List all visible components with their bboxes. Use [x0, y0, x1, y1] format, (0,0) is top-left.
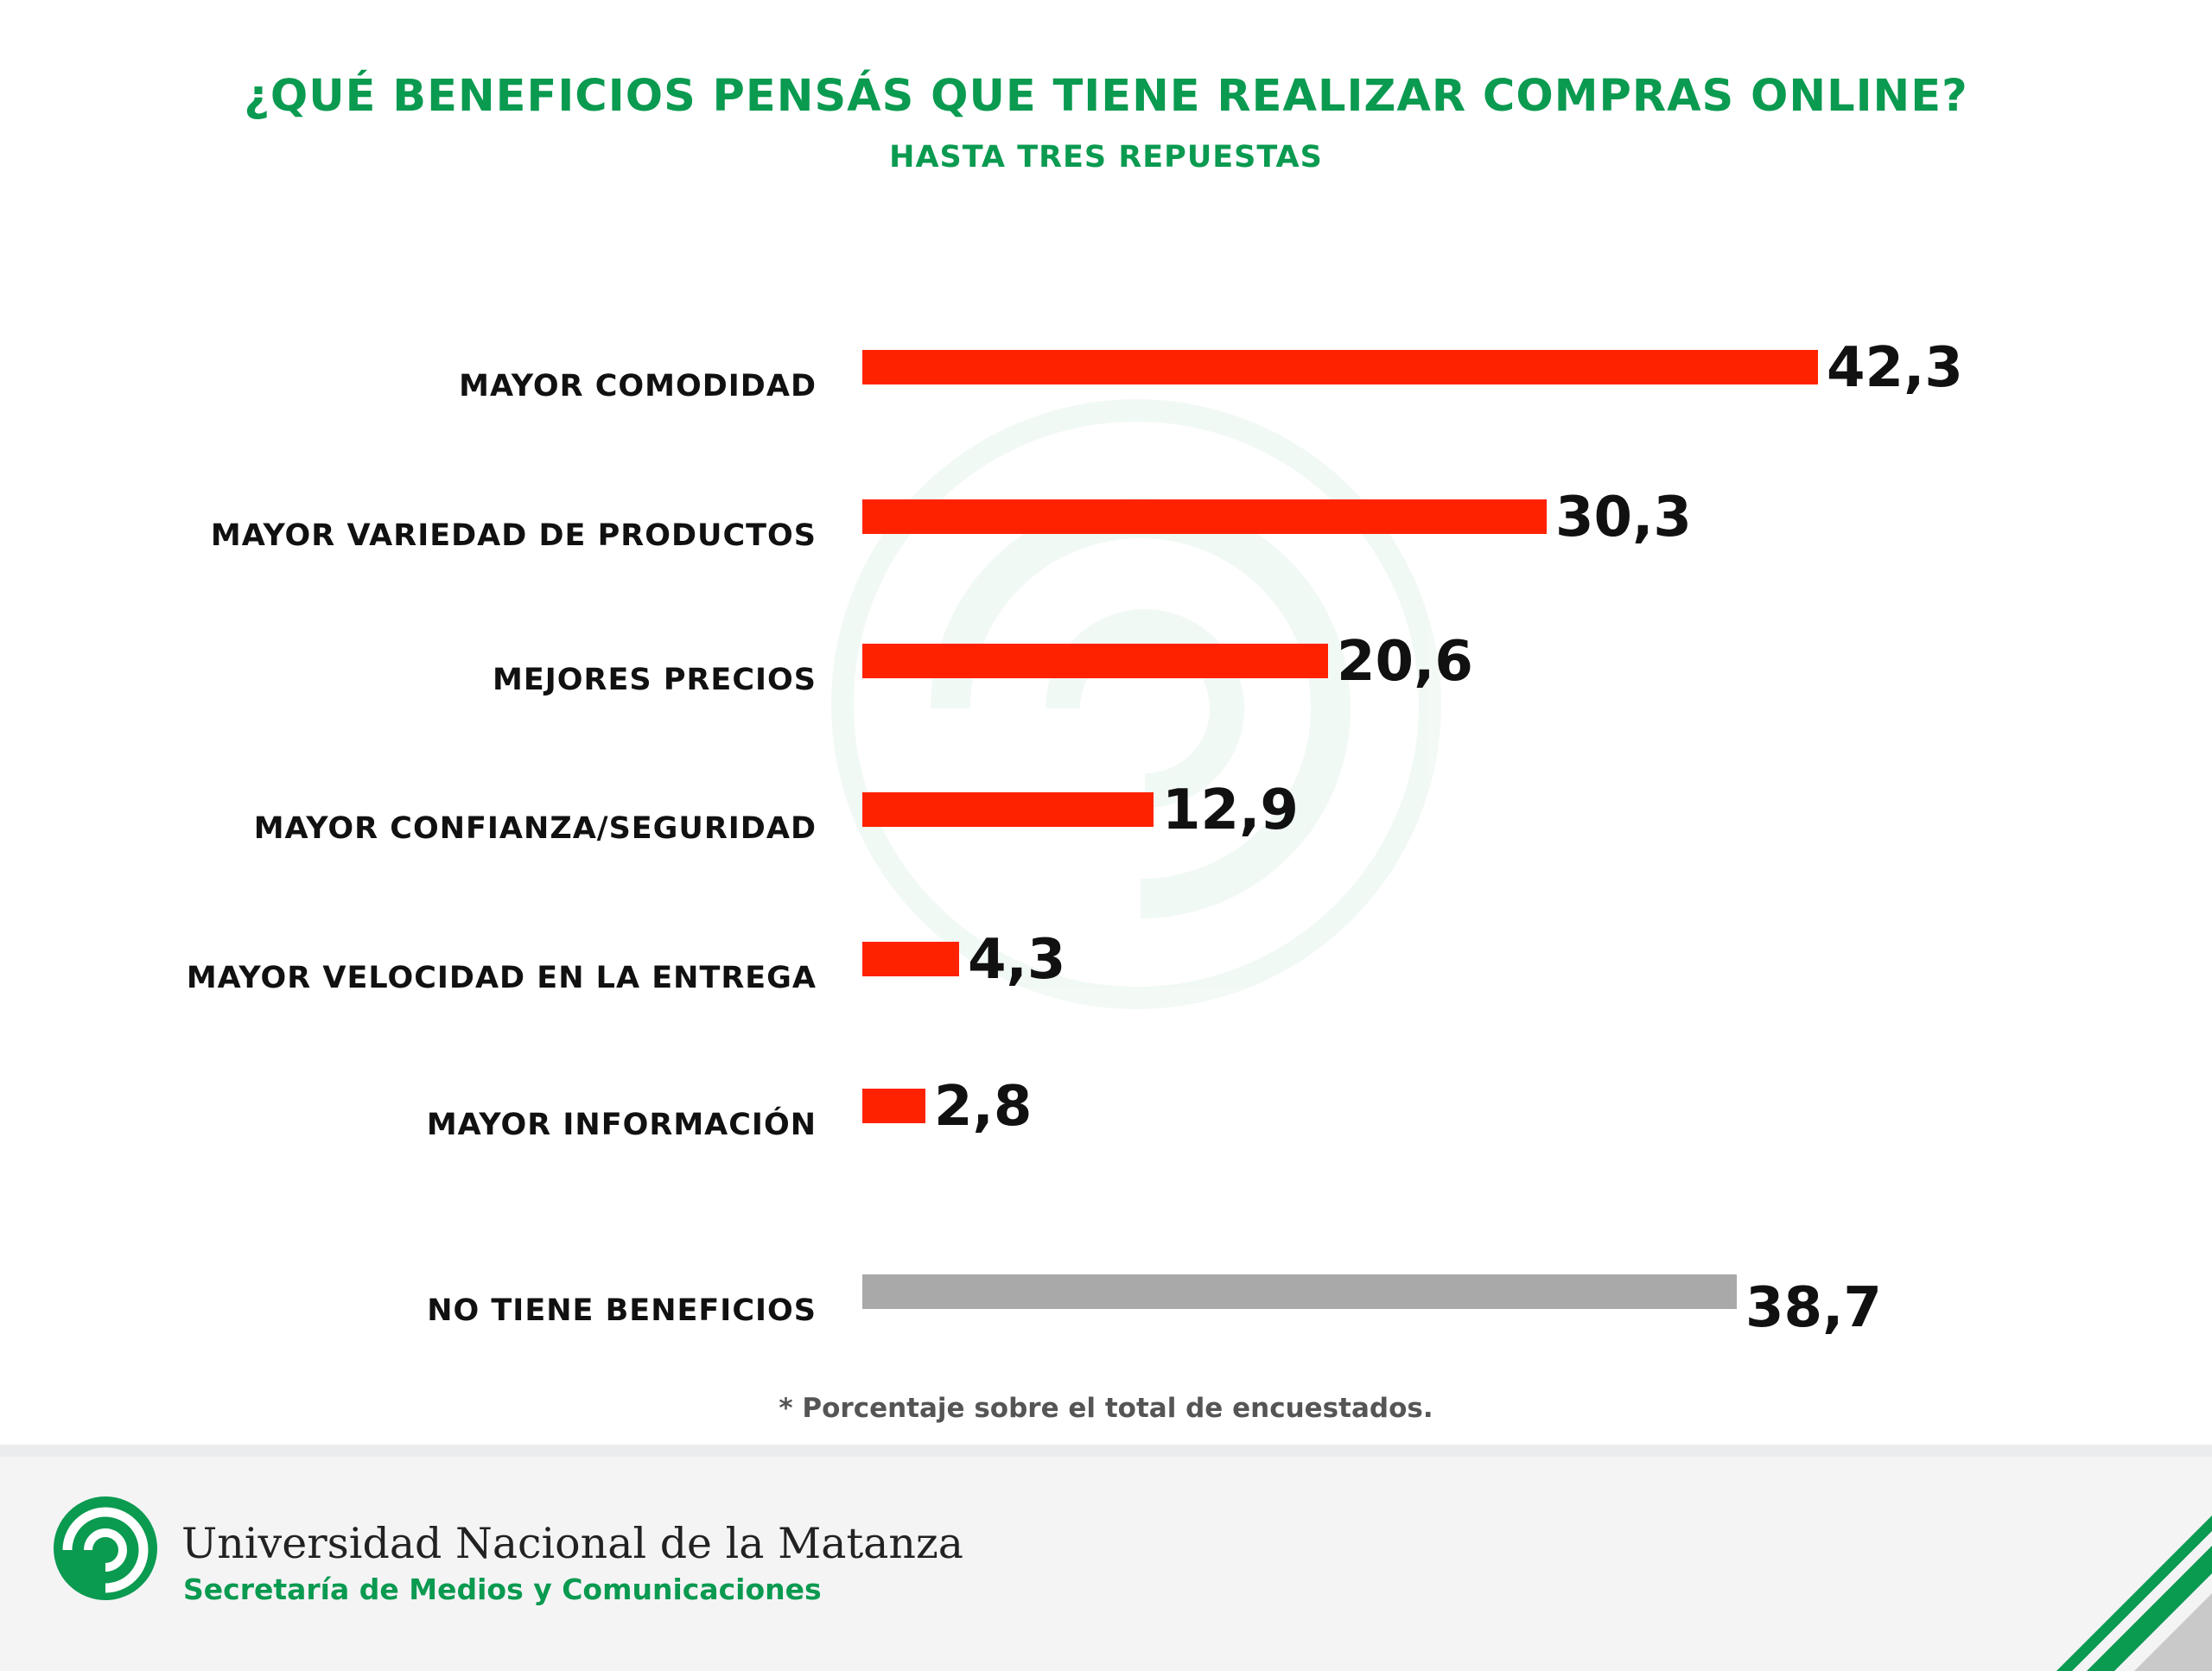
- value-label: 30,3: [1555, 486, 1692, 550]
- value-label: 42,3: [1827, 336, 1963, 400]
- bar: [862, 644, 1328, 678]
- bar: [862, 942, 959, 976]
- value-label: 12,9: [1162, 778, 1299, 842]
- category-label: MAYOR COMODIDAD: [459, 369, 817, 403]
- value-label: 4,3: [968, 928, 1065, 992]
- footnote: * Porcentaje sobre el total de encuestad…: [779, 1393, 1433, 1424]
- unlam-logo-icon: [54, 1496, 157, 1600]
- category-label: MEJORES PRECIOS: [493, 663, 817, 697]
- university-name: Universidad Nacional de la Matanza: [181, 1519, 963, 1568]
- value-label: 20,6: [1337, 630, 1473, 694]
- category-label: MAYOR VELOCIDAD EN LA ENTREGA: [187, 961, 817, 995]
- category-label: MAYOR VARIEDAD DE PRODUCTOS: [211, 518, 817, 553]
- chart-subtitle: HASTA TRES REPUESTAS: [889, 140, 1323, 175]
- bar: [862, 499, 1547, 534]
- category-label: MAYOR CONFIANZA/SEGURIDAD: [254, 811, 817, 846]
- department-name: Secretaría de Medios y Comunicaciones: [183, 1573, 822, 1606]
- category-label: MAYOR INFORMACIÓN: [427, 1106, 817, 1142]
- corner-stripes: [2056, 1515, 2212, 1671]
- bar: [862, 792, 1154, 827]
- bar-chart: MAYOR COMODIDAD 42,3 MAYOR VARIEDAD DE PRO…: [187, 336, 1963, 1340]
- bar: [862, 1089, 925, 1123]
- bar: [862, 350, 1818, 384]
- value-label: 38,7: [1745, 1276, 1882, 1340]
- bar: [862, 1274, 1737, 1309]
- category-label: NO TIENE BENEFICIOS: [427, 1293, 817, 1328]
- chart-title: ¿QUÉ BENEFICIOS PENSÁS QUE TIENE REALIZA…: [244, 71, 1968, 122]
- footer: Universidad Nacional de la Matanza Secre…: [0, 1445, 2212, 1671]
- value-label: 2,8: [934, 1075, 1032, 1139]
- watermark-logo: [831, 399, 1441, 1009]
